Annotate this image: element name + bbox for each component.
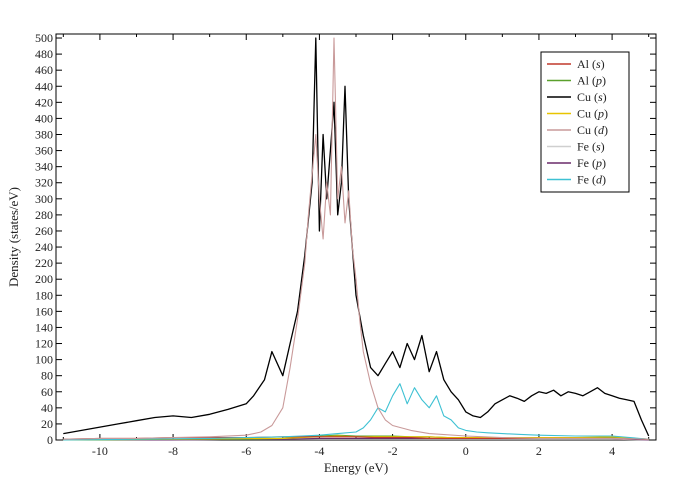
x-tick-label: 4 [609,444,615,458]
y-tick-label: 300 [35,192,53,206]
x-tick-label: -10 [92,444,108,458]
y-tick-label: 240 [35,240,53,254]
legend-label-al-p: Al (p) [577,74,606,88]
y-tick-label: 260 [35,224,53,238]
y-tick-label: 180 [35,288,53,302]
y-tick-label: 200 [35,272,53,286]
y-tick-label: 500 [35,31,53,45]
series-line-cu-p [63,435,649,441]
y-tick-label: 380 [35,127,53,141]
axis-ticks: -10 -8 -6 -4 -2 0 2 402040608010012014016018020… [35,31,656,458]
y-tick-label: 160 [35,304,53,318]
y-tick-label: 60 [41,385,53,399]
series-line-fe-d [63,383,649,441]
legend: Al (s) Al (p) Cu (s) Cu (p) Cu (d) Fe (s) Fe (… [540,51,630,193]
y-tick-label: 100 [35,353,53,367]
x-tick-label: -8 [168,444,178,458]
legend-box [540,51,630,193]
y-tick-label: 440 [35,79,53,93]
x-tick-label: 0 [463,444,469,458]
y-tick-label: 460 [35,63,53,77]
y-tick-label: 140 [35,320,53,334]
series-lines [63,37,650,441]
y-tick-label: 220 [35,256,53,270]
y-tick-label: 400 [35,111,53,125]
legend-label-cu-s: Cu (s) [577,90,607,104]
y-tick-label: 480 [35,47,53,61]
y-tick-label: 420 [35,95,53,109]
legend-label-fe-s: Fe (s) [577,140,605,154]
legend-label-fe-d: Fe (d) [577,173,606,187]
y-tick-label: 340 [35,160,53,174]
y-tick-label: 40 [41,401,53,415]
legend-label-cu-d: Cu (d) [577,123,608,137]
legend-label-cu-p: Cu (p) [577,107,608,121]
x-axis-title: Energy (eV) [324,460,388,475]
y-axis-title: Density (states/eV) [6,187,21,287]
y-tick-label: 280 [35,208,53,222]
x-tick-label: -6 [241,444,251,458]
y-tick-label: 120 [35,337,53,351]
x-tick-label: 2 [536,444,542,458]
y-tick-label: 0 [47,433,53,447]
y-tick-label: 20 [41,417,53,431]
legend-label-fe-p: Fe (p) [577,156,606,170]
legend-label-al-s: Al (s) [577,57,605,71]
y-tick-label: 320 [35,176,53,190]
series-line-cu-d [63,37,649,440]
x-tick-label: -4 [314,444,324,458]
y-tick-label: 80 [41,369,53,383]
series-line-cu-s [63,37,650,437]
y-tick-label: 360 [35,144,53,158]
x-tick-label: -2 [388,444,398,458]
